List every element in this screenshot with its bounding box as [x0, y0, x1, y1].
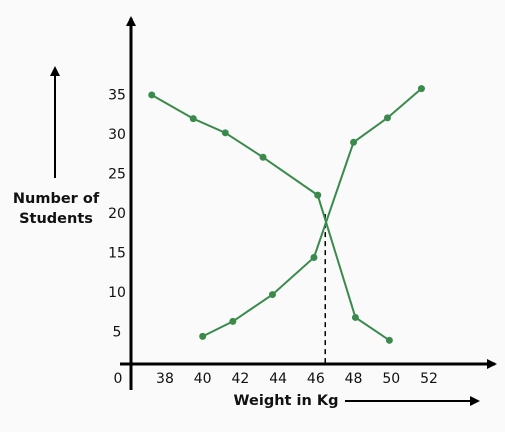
data-point [148, 91, 156, 99]
y-tick-label: 10 [108, 285, 126, 301]
x-tick-label: 52 [420, 371, 438, 387]
data-point [351, 313, 359, 321]
y-tick-label: 5 [113, 324, 122, 340]
y-tick-label: 20 [108, 206, 126, 222]
data-point [310, 253, 318, 261]
data-point [417, 85, 425, 93]
x-tick-label: 46 [307, 371, 325, 387]
y-axis-title: Students [19, 211, 93, 227]
series-line [202, 87, 423, 338]
x-tick-label: 50 [382, 371, 400, 387]
x-tick-label: 42 [231, 371, 249, 387]
data-point [259, 153, 267, 161]
x-tick-label: 40 [194, 371, 212, 387]
data-point [189, 115, 197, 123]
data-point [383, 114, 391, 122]
data-point [229, 317, 237, 325]
x-tick-label: 44 [269, 371, 287, 387]
data-point [221, 129, 229, 137]
y-tick-label: 15 [108, 246, 126, 262]
y-tick-label: 35 [108, 88, 126, 104]
data-point [314, 191, 322, 199]
data-point [199, 332, 207, 340]
origin-label: 0 [114, 371, 123, 387]
y-axis-title: Number of [13, 191, 100, 207]
data-point [268, 291, 276, 299]
x-tick-label: 38 [156, 371, 174, 387]
series-line [151, 94, 390, 342]
data-point [350, 138, 358, 146]
data-point [385, 336, 393, 344]
x-axis-title: Weight in Kg [234, 393, 339, 409]
y-tick-label: 25 [108, 167, 126, 183]
y-tick-label: 30 [108, 127, 126, 143]
x-tick-label: 48 [345, 371, 363, 387]
